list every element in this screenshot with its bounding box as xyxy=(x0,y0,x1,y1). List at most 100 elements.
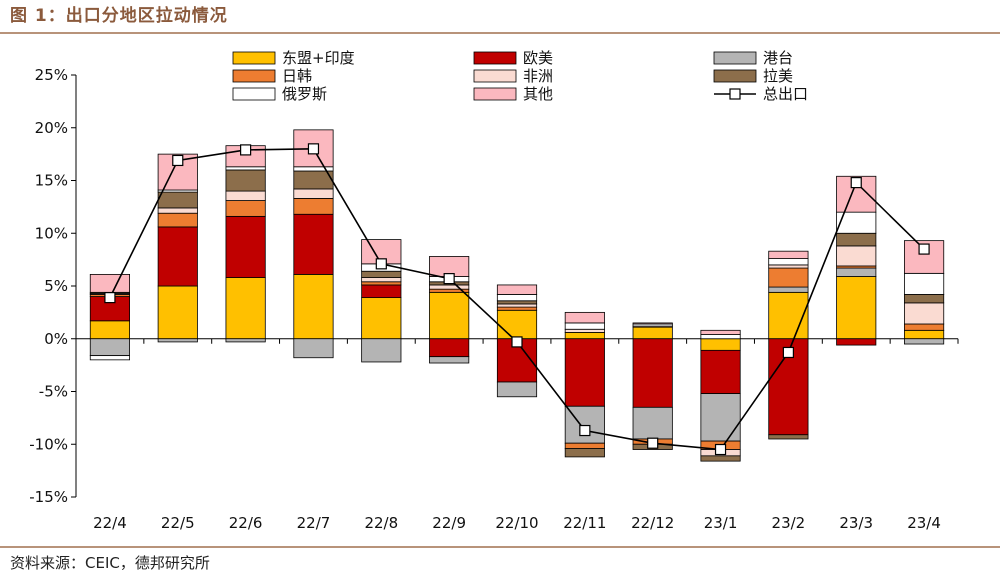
bar-segment xyxy=(564,442,605,449)
bar-segment xyxy=(632,322,673,325)
y-tick-label: 20% xyxy=(35,119,68,137)
y-tick-label: 15% xyxy=(35,172,68,190)
bar-segment xyxy=(632,406,673,440)
bar-segment xyxy=(564,311,605,324)
y-tick-label: -5% xyxy=(39,383,68,401)
legend-label: 总出口 xyxy=(763,85,808,103)
x-tick-label: 22/6 xyxy=(229,514,263,532)
y-tick-label: 0% xyxy=(44,330,68,348)
bar-segment xyxy=(904,323,945,331)
legend-label: 拉美 xyxy=(763,67,793,85)
bar-segment xyxy=(904,329,945,340)
bar-segment xyxy=(632,338,673,408)
bar-segment xyxy=(700,455,741,462)
x-tick-label: 22/8 xyxy=(364,514,398,532)
bar-segment xyxy=(225,166,266,171)
bar-segment xyxy=(89,320,130,340)
x-tick-label: 22/5 xyxy=(161,514,195,532)
x-tick-label: 22/12 xyxy=(631,514,674,532)
bar-segment xyxy=(904,302,945,325)
legend-label: 其他 xyxy=(523,85,553,103)
bar-segment xyxy=(836,232,877,247)
total-export-point xyxy=(104,292,116,304)
bar-segment xyxy=(225,277,266,340)
bar-segment xyxy=(904,294,945,304)
bar-segment xyxy=(768,267,809,288)
total-export-point xyxy=(782,346,794,359)
bar-segment xyxy=(564,338,605,407)
total-export-line xyxy=(104,143,930,456)
bar-segment xyxy=(429,356,470,364)
bar-segment xyxy=(564,322,605,330)
bar-segment xyxy=(293,338,334,359)
total-export-point xyxy=(511,336,523,348)
bar-segment xyxy=(293,166,334,172)
bar-segment xyxy=(496,300,538,305)
legend-swatch xyxy=(473,69,517,83)
x-tick-label: 23/3 xyxy=(839,514,873,532)
bar-segment xyxy=(836,276,877,340)
bar-segment xyxy=(429,338,470,358)
bar-segment xyxy=(293,198,334,215)
bar-segment xyxy=(361,284,402,299)
bar-segment xyxy=(700,329,741,335)
bar-segment xyxy=(157,207,198,214)
top-rule xyxy=(0,32,1000,34)
bar-segment xyxy=(836,267,877,277)
total-export-point xyxy=(918,243,930,255)
total-export-point xyxy=(850,177,862,189)
total-export-point xyxy=(375,258,387,270)
bar-segment xyxy=(361,281,402,286)
bar-segment xyxy=(768,286,809,293)
legend-swatch xyxy=(232,87,276,101)
bar-segment xyxy=(768,250,809,259)
bar-segment xyxy=(700,334,741,340)
legend-label: 港台 xyxy=(763,49,793,67)
total-export-point xyxy=(307,143,320,155)
bar-segment xyxy=(293,213,334,275)
bar-segment xyxy=(700,393,741,442)
bar-segment xyxy=(157,212,198,228)
bar-segment xyxy=(429,291,470,340)
legend-swatch xyxy=(232,51,276,65)
bar-segment xyxy=(836,245,877,267)
x-tick-label: 22/9 xyxy=(432,514,466,532)
y-tick-label: -10% xyxy=(29,435,68,453)
bar-segment xyxy=(496,309,538,340)
bar-segment xyxy=(361,270,402,278)
bar-segment xyxy=(496,381,538,398)
total-export-point xyxy=(647,437,659,449)
legend-label: 非洲 xyxy=(523,67,553,85)
bar-segment xyxy=(904,338,945,345)
legend-swatch xyxy=(713,51,757,65)
x-tick-label: 23/4 xyxy=(907,514,941,532)
legend-label: 日韩 xyxy=(282,67,312,85)
bar-segment xyxy=(496,303,538,308)
bar-segment xyxy=(361,338,402,363)
x-tick-label: 22/11 xyxy=(563,514,606,532)
total-export-point xyxy=(443,273,455,285)
bar-segment xyxy=(564,328,605,333)
bar-segment xyxy=(768,264,809,269)
bottom-rule xyxy=(0,546,1000,548)
bar-segment xyxy=(768,434,809,440)
x-tick-label: 22/4 xyxy=(93,514,127,532)
bar-segment xyxy=(89,338,130,357)
bars xyxy=(89,129,945,462)
bar-segment xyxy=(225,190,266,201)
legend-swatch xyxy=(713,69,757,83)
bar-segment xyxy=(429,284,470,290)
bar-segment xyxy=(157,191,198,209)
bar-segment xyxy=(225,169,266,192)
y-tick-label: 5% xyxy=(44,277,68,295)
bar-segment xyxy=(361,277,402,283)
bar-segment xyxy=(700,349,741,395)
bar-segment xyxy=(496,294,538,302)
bar-segment xyxy=(904,272,945,295)
total-export-point xyxy=(240,144,252,156)
legend-marker xyxy=(729,88,741,100)
total-export-point xyxy=(714,443,727,456)
bar-segment xyxy=(632,326,673,340)
